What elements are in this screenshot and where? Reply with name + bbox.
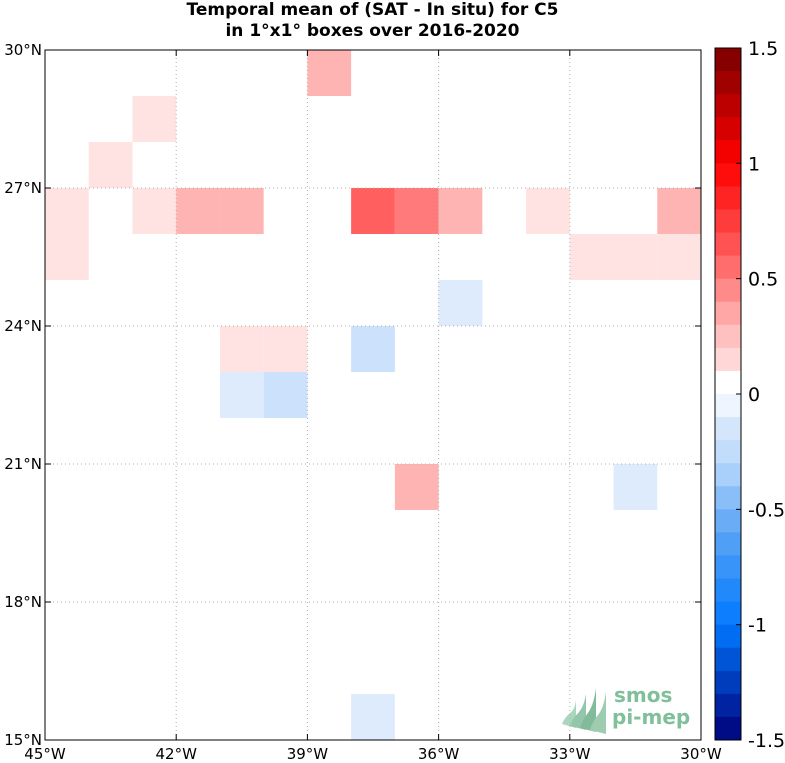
x-tick-label: 30°W bbox=[680, 745, 722, 763]
y-tick-label: 24°N bbox=[4, 317, 42, 335]
map-cell bbox=[263, 372, 308, 418]
smos-pi-mep-logo: smos pi-mep bbox=[560, 680, 700, 736]
colorbar-tick-label: -1.5 bbox=[748, 730, 785, 752]
map-cell bbox=[219, 372, 264, 418]
y-tick-label: 18°N bbox=[4, 593, 42, 611]
colorbar-tick-label: 1.5 bbox=[748, 38, 778, 60]
map-cell bbox=[394, 188, 439, 234]
map-cell bbox=[613, 464, 658, 510]
map-cell bbox=[45, 188, 89, 234]
x-tick-label: 33°W bbox=[549, 745, 591, 763]
colorbar-segment bbox=[715, 301, 741, 326]
map-cell bbox=[526, 188, 570, 234]
map-cell bbox=[394, 464, 439, 510]
map-cell bbox=[351, 188, 395, 234]
colorbar-segment bbox=[715, 601, 741, 626]
map-cell bbox=[613, 234, 658, 280]
x-axis-ticks: 45°W 42°W 39°W 36°W 33°W 30°W bbox=[24, 50, 722, 763]
colorbar-segment bbox=[715, 255, 741, 280]
colorbar-segment bbox=[715, 463, 741, 487]
map-cell bbox=[351, 326, 395, 372]
colorbar-segment bbox=[715, 370, 741, 395]
y-axis-ticks: 30°N 27°N 24°N 21°N 18°N 15°N bbox=[4, 41, 701, 749]
colorbar-segment bbox=[715, 486, 741, 510]
chart-title-line-1: Temporal mean of (SAT - In situ) for C5 bbox=[186, 0, 559, 20]
y-tick-label: 15°N bbox=[4, 731, 42, 749]
x-tick-label: 42°W bbox=[155, 745, 197, 763]
map-cells bbox=[45, 50, 701, 740]
colorbar-segment bbox=[715, 670, 741, 695]
colorbar-tick-label: -1 bbox=[748, 615, 767, 637]
colorbar-segment bbox=[715, 417, 741, 441]
colorbar-segment bbox=[715, 186, 741, 210]
colorbar-segment bbox=[715, 693, 741, 718]
colorbar-ticks: 1.5 1 0.5 0 -0.5 -1 -1.5 bbox=[736, 38, 785, 752]
colorbar-segment bbox=[715, 555, 741, 580]
colorbar-segment bbox=[715, 532, 741, 556]
map-cell bbox=[657, 188, 701, 234]
x-tick-label: 45°W bbox=[24, 745, 66, 763]
colorbar-segment bbox=[715, 209, 741, 234]
colorbar-segment bbox=[715, 71, 741, 95]
map-cell bbox=[132, 188, 177, 234]
y-tick-label: 27°N bbox=[4, 179, 42, 197]
colorbar-segment bbox=[715, 347, 741, 372]
colorbar-segment bbox=[715, 647, 741, 672]
logo-waves-icon: smos pi-mep bbox=[562, 683, 690, 734]
colorbar-segment bbox=[715, 624, 741, 649]
colorbar-tick-label: 1 bbox=[748, 153, 760, 175]
map-cell bbox=[307, 50, 352, 96]
map-grid bbox=[44, 49, 702, 741]
colorbar-segment bbox=[715, 578, 741, 603]
colorbar-segment bbox=[715, 278, 741, 303]
map-cell bbox=[45, 234, 89, 280]
x-tick-label: 39°W bbox=[287, 745, 329, 763]
colorbar-segment bbox=[715, 394, 741, 418]
map-cell bbox=[438, 280, 483, 326]
colorbar-segment bbox=[715, 48, 741, 72]
map-cell bbox=[569, 234, 614, 280]
logo-text-smos: smos bbox=[614, 683, 672, 707]
map-cell bbox=[219, 188, 264, 234]
colorbar-segment bbox=[715, 716, 741, 741]
colorbar bbox=[714, 47, 742, 741]
y-tick-label: 21°N bbox=[4, 455, 42, 473]
map-cell bbox=[351, 694, 395, 740]
colorbar-segment bbox=[715, 324, 741, 349]
colorbar-segment bbox=[715, 163, 741, 187]
map-cell bbox=[263, 326, 308, 372]
map-cell bbox=[219, 326, 264, 372]
colorbar-segment bbox=[715, 117, 741, 141]
colorbar-tick-label: -0.5 bbox=[748, 499, 785, 521]
y-tick-label: 30°N bbox=[4, 41, 42, 59]
colorbar-segment bbox=[715, 440, 741, 464]
map-cell bbox=[657, 234, 701, 280]
logo-text-pimep: pi-mep bbox=[612, 705, 690, 729]
colorbar-tick-label: 0 bbox=[748, 384, 760, 406]
colorbar-segment bbox=[715, 509, 741, 533]
x-tick-label: 36°W bbox=[418, 745, 460, 763]
chart-title-line-2: in 1°x1° boxes over 2016-2020 bbox=[225, 21, 520, 41]
colorbar-segment bbox=[715, 140, 741, 164]
map-cell bbox=[176, 188, 220, 234]
colorbar-segment bbox=[715, 232, 741, 257]
map-cell bbox=[88, 142, 133, 188]
colorbar-tick-label: 0.5 bbox=[748, 269, 778, 291]
map-frame bbox=[44, 49, 702, 741]
map-cell bbox=[438, 188, 483, 234]
colorbar-segment bbox=[715, 94, 741, 118]
map-cell bbox=[132, 96, 177, 142]
